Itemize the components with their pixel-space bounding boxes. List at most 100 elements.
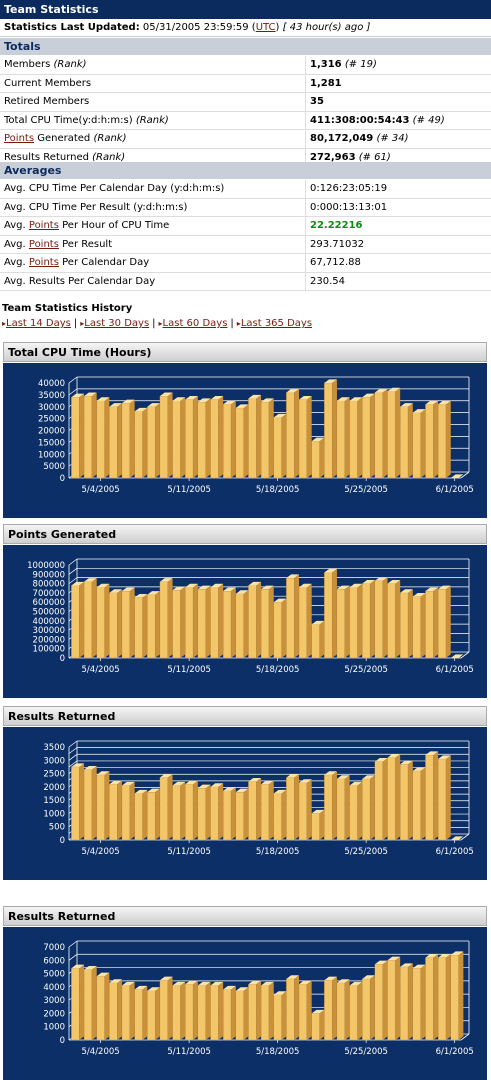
bar bbox=[197, 981, 211, 1041]
bar bbox=[109, 780, 122, 841]
history-link[interactable]: Last 60 Days bbox=[162, 318, 228, 329]
y-tick-label: 2500 bbox=[43, 770, 65, 780]
y-tick-label: 1000000 bbox=[27, 561, 65, 571]
grid-line-diag bbox=[68, 568, 78, 575]
grid-line-diag bbox=[68, 747, 78, 754]
averages-row: Avg. Points Per Hour of CPU Time 22.22216 bbox=[0, 216, 491, 236]
bar bbox=[159, 976, 173, 1041]
bar bbox=[374, 388, 388, 479]
bar bbox=[248, 394, 262, 479]
bar bbox=[260, 780, 274, 841]
averages-row-value: 230.54 bbox=[305, 272, 491, 291]
bar bbox=[349, 397, 363, 479]
x-tick-label: 5/25/2005 bbox=[344, 485, 388, 495]
chart-results-svg: 0 500 1000 1500 2000 2500 3000 3500 5/4/2005 5/11… bbox=[43, 740, 474, 857]
bar bbox=[71, 393, 85, 479]
history-link[interactable]: Last 30 Days bbox=[84, 318, 150, 329]
averages-label-text: Avg. CPU Time Per Calendar Day (y:d:h:m:… bbox=[4, 183, 225, 195]
bar bbox=[134, 985, 148, 1041]
bar bbox=[336, 585, 350, 659]
x-tick-label: 5/4/2005 bbox=[82, 485, 120, 495]
bar bbox=[286, 975, 300, 1041]
bar bbox=[134, 407, 148, 479]
grid-line-diag bbox=[68, 940, 78, 948]
totals-value: 80,172,049 bbox=[310, 133, 374, 145]
bar bbox=[235, 987, 249, 1041]
bar bbox=[273, 413, 287, 479]
y-tick-label: 25000 bbox=[38, 415, 65, 425]
totals-row: Retired Members 35 bbox=[0, 92, 491, 112]
bar bbox=[425, 587, 439, 659]
grid-line-diag bbox=[68, 558, 78, 566]
y-tick-label: 10000 bbox=[38, 450, 65, 460]
y-tick-label: 800000 bbox=[33, 580, 65, 590]
bar bbox=[336, 397, 350, 479]
history-link[interactable]: Last 14 Days bbox=[6, 318, 71, 329]
points-link[interactable]: Points bbox=[28, 257, 59, 269]
bar bbox=[298, 583, 312, 659]
bar bbox=[286, 773, 300, 841]
bar bbox=[96, 771, 110, 841]
y-tick-label: 600000 bbox=[33, 598, 65, 608]
bar bbox=[260, 398, 274, 479]
averages-label-text: Avg. CPU Time Per Result (y:d:h:m:s) bbox=[4, 201, 188, 213]
bar bbox=[159, 392, 173, 479]
bar bbox=[387, 956, 401, 1041]
bar bbox=[336, 775, 350, 841]
last-updated-label: Statistics Last Updated: bbox=[4, 22, 140, 33]
averages-label-text: Per Calendar Day bbox=[58, 257, 150, 269]
averages-row-value: 67,712.88 bbox=[305, 253, 491, 273]
bar bbox=[210, 396, 224, 479]
rank-suffix: (Rank) bbox=[53, 59, 87, 71]
bar bbox=[336, 979, 350, 1041]
bar bbox=[235, 788, 249, 841]
bar bbox=[374, 960, 388, 1041]
bar bbox=[387, 387, 401, 479]
y-tick-label: 300000 bbox=[33, 626, 65, 636]
bar bbox=[311, 1009, 325, 1041]
bar bbox=[248, 777, 262, 841]
points-link[interactable]: Points bbox=[4, 133, 35, 145]
totals-value: 411:308:00:54:43 bbox=[310, 114, 410, 126]
bar bbox=[185, 980, 198, 1041]
x-tick-label: 5/25/2005 bbox=[344, 665, 388, 675]
bar bbox=[210, 981, 224, 1041]
history-link[interactable]: Last 365 Days bbox=[240, 318, 313, 329]
averages-value: 22.22216 bbox=[310, 220, 363, 232]
x-tick-label: 5/4/2005 bbox=[82, 665, 120, 675]
bar bbox=[147, 403, 160, 479]
chart-title-results-2: Results Returned bbox=[3, 906, 487, 926]
bar bbox=[222, 787, 236, 841]
chart-results: 0 500 1000 1500 2000 2500 3000 3500 5/4/2005 5/11… bbox=[3, 727, 487, 880]
points-link[interactable]: Points bbox=[28, 220, 59, 232]
y-tick-label: 3500 bbox=[43, 743, 65, 753]
averages-row: Avg. Points Per Calendar Day 67,712.88 bbox=[0, 253, 491, 273]
utc-link[interactable]: UTC bbox=[255, 22, 276, 33]
x-tick-label: 5/11/2005 bbox=[167, 1047, 211, 1057]
grid-line-diag bbox=[68, 376, 78, 384]
bar bbox=[374, 577, 388, 659]
arrow-icon: ▸ bbox=[80, 319, 85, 328]
y-tick-label: 100000 bbox=[33, 645, 65, 655]
bar bbox=[121, 587, 135, 659]
bar bbox=[273, 789, 287, 841]
averages-label-text: Per Hour of CPU Time bbox=[58, 220, 170, 232]
averages-row: Avg. Results Per Calendar Day 230.54 bbox=[0, 272, 491, 291]
grid-line-diag bbox=[68, 760, 78, 768]
x-tick-label: 6/1/2005 bbox=[436, 847, 474, 857]
y-tick-label: 20000 bbox=[38, 427, 65, 437]
last-updated-date: 05/31/2005 23:59:59 bbox=[142, 22, 249, 33]
arrow-icon: ▸ bbox=[2, 319, 7, 328]
averages-row-value: 0:126:23:05:19 bbox=[305, 180, 491, 199]
bar bbox=[222, 985, 236, 1041]
points-link[interactable]: Points bbox=[28, 238, 59, 250]
totals-value: 1,281 bbox=[310, 77, 342, 89]
bar bbox=[197, 784, 211, 841]
bar bbox=[324, 379, 337, 479]
averages-value: 230.54 bbox=[310, 275, 345, 287]
totals-value: 35 bbox=[310, 96, 324, 108]
grid-line-diag bbox=[68, 577, 78, 584]
grid-line-diag bbox=[68, 754, 78, 761]
bar bbox=[185, 396, 198, 479]
bar bbox=[450, 951, 464, 1041]
